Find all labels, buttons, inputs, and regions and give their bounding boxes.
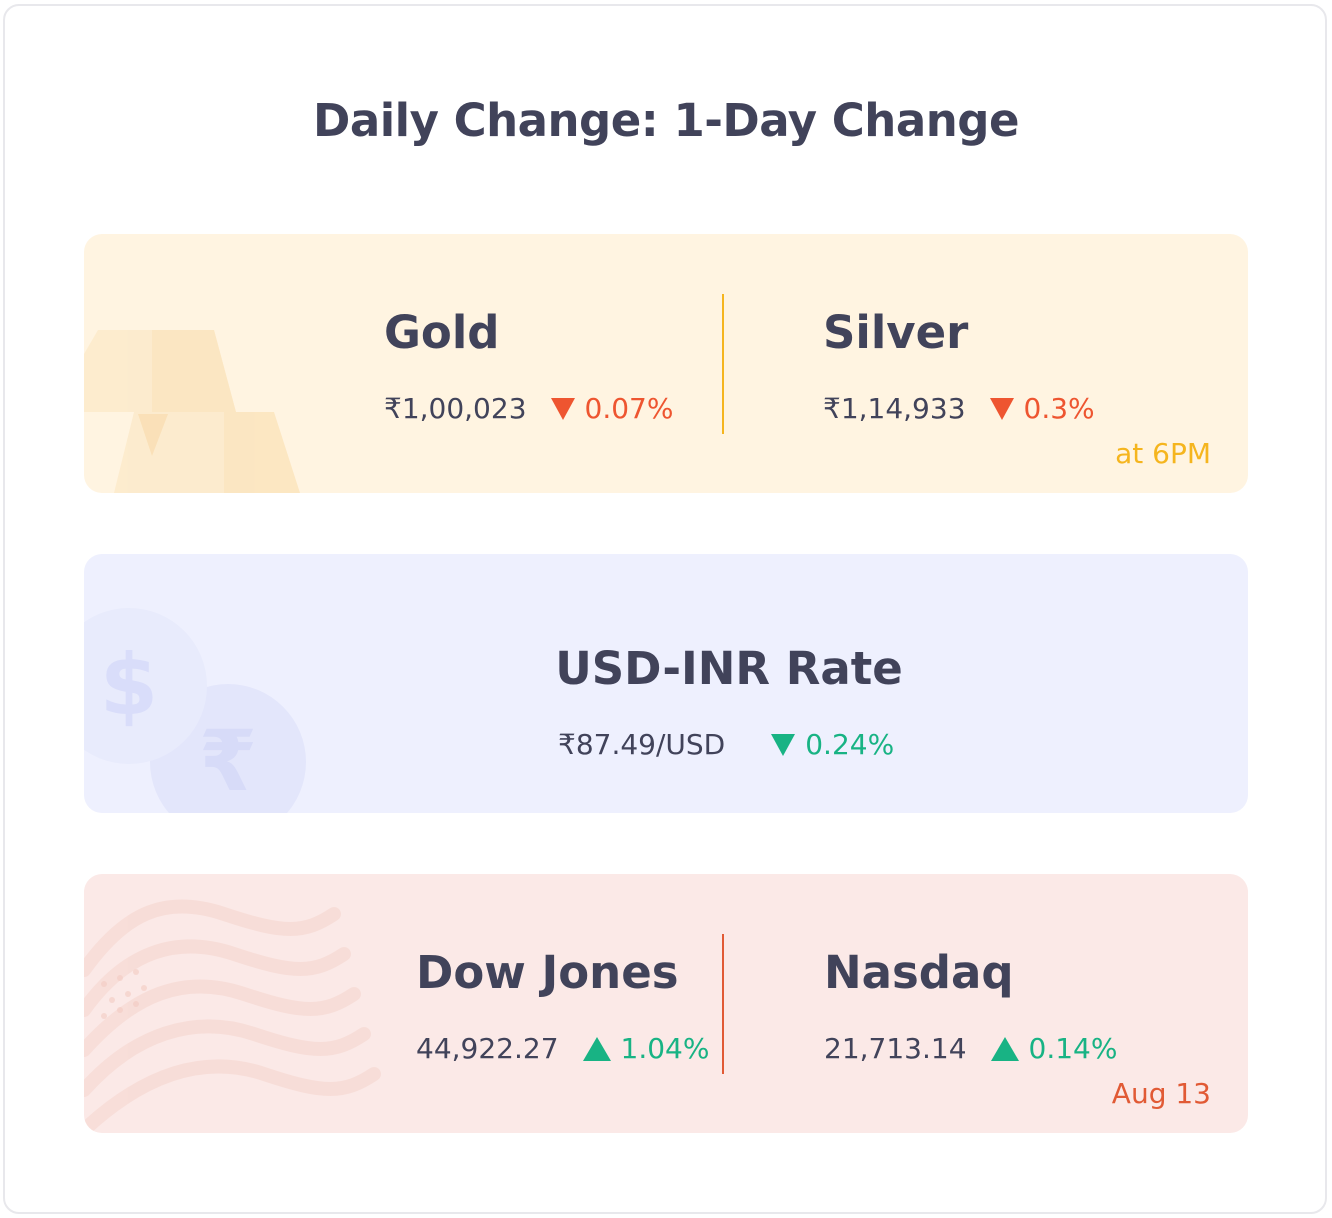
nasdaq-change: 0.14%: [990, 1032, 1118, 1065]
currency-change-value: 0.24%: [805, 728, 895, 761]
currency-row: ₹87.49/USD 0.24%: [558, 728, 894, 761]
dow-jones-change-value: 1.04%: [620, 1032, 710, 1065]
down-triangle-icon: [989, 397, 1014, 420]
svg-text:$: $: [100, 636, 158, 734]
gold-change-value: 0.07%: [584, 392, 674, 425]
down-triangle-icon: [550, 397, 575, 420]
silver-change: 0.3%: [989, 392, 1095, 425]
down-triangle-icon: [771, 733, 796, 756]
nasdaq-change-value: 0.14%: [1028, 1032, 1118, 1065]
nasdaq-price: 21,713.14: [824, 1032, 967, 1065]
gold-price: ₹1,00,023: [384, 392, 527, 425]
gold-name: Gold: [384, 306, 500, 359]
dow-jones-change: 1.04%: [582, 1032, 710, 1065]
svg-text:₹: ₹: [199, 712, 257, 810]
dollar-rupee-coins-icon: $ ₹: [84, 608, 306, 813]
silver-price: ₹1,14,933: [823, 392, 966, 425]
widget-title: Daily Change: 1-Day Change: [313, 94, 1019, 147]
silver-change-value: 0.3%: [1023, 392, 1095, 425]
dow-jones-row: 44,922.27 1.04%: [416, 1032, 709, 1065]
gold-row: ₹1,00,023 0.07%: [384, 392, 673, 425]
up-triangle-icon: [990, 1036, 1019, 1061]
nasdaq-name: Nasdaq: [824, 946, 1014, 999]
us-flag-icon: [84, 899, 381, 1133]
silver-name: Silver: [823, 306, 969, 359]
indices-divider: [722, 934, 724, 1074]
currency-change: 0.24%: [771, 728, 894, 761]
up-triangle-icon: [582, 1036, 611, 1061]
metals-divider: [722, 294, 724, 434]
nasdaq-row: 21,713.14 0.14%: [824, 1032, 1117, 1065]
indices-date-note: Aug 13: [1111, 1077, 1211, 1110]
dow-jones-name: Dow Jones: [416, 946, 679, 999]
currency-price: ₹87.49/USD: [558, 728, 726, 761]
gold-bars-icon: [84, 330, 300, 493]
metals-time-note: at 6PM: [1115, 437, 1211, 470]
dow-jones-price: 44,922.27: [416, 1032, 559, 1065]
metals-card[interactable]: Gold ₹1,00,023 0.07% Silver ₹1,14,933 0.…: [84, 234, 1248, 493]
silver-row: ₹1,14,933 0.3%: [823, 392, 1095, 425]
gold-change: 0.07%: [550, 392, 674, 425]
currency-card[interactable]: $ ₹ USD-INR Rate ₹87.49/USD 0.24%: [84, 554, 1248, 813]
currency-name: USD-INR Rate: [555, 642, 903, 695]
indices-card[interactable]: Dow Jones 44,922.27 1.04% Nasdaq 21,713.…: [84, 874, 1248, 1133]
